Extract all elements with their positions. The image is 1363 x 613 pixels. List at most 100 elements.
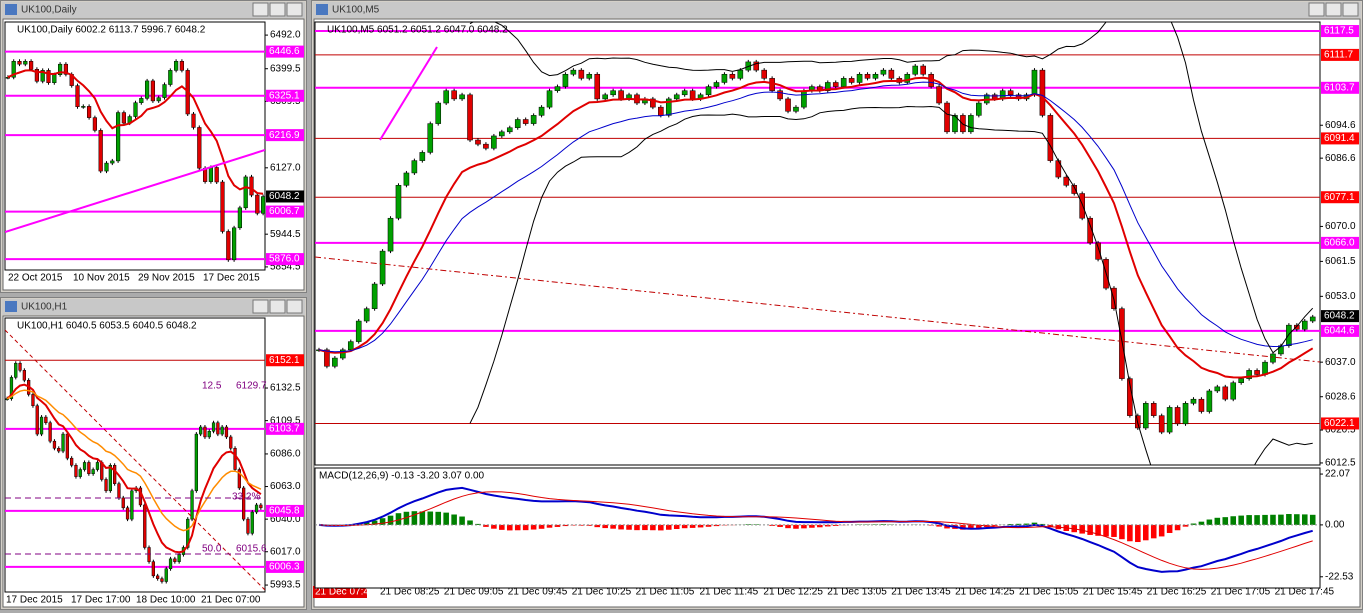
macd-histogram-bar — [1174, 524, 1181, 531]
macd-histogram-bar — [705, 524, 712, 527]
candle — [147, 547, 151, 562]
candle — [254, 504, 259, 513]
macd-histogram-bar — [1294, 514, 1300, 525]
candle — [610, 90, 616, 96]
candle — [1071, 185, 1078, 194]
candle — [1095, 242, 1101, 260]
chart-info: UK100,H1 6040.5 6053.5 6040.5 6048.2 — [17, 321, 197, 332]
candle — [840, 78, 847, 87]
macd-histogram-bar — [1095, 524, 1101, 536]
candle — [1174, 407, 1181, 425]
candle — [1182, 403, 1189, 425]
current-price-tag — [266, 190, 304, 203]
candle — [150, 80, 156, 102]
candle — [618, 90, 624, 100]
macd-histogram-bar — [1270, 514, 1276, 525]
y-tick-label: 6063.0 — [270, 481, 301, 492]
window-max-button[interactable] — [1325, 2, 1342, 17]
macd-histogram-bar — [514, 524, 521, 531]
candle — [173, 558, 177, 562]
price-level-label: 6111.7 — [1324, 50, 1354, 61]
candle — [243, 176, 248, 209]
window-max-button[interactable] — [269, 299, 286, 314]
y-tick-label: 6012.5 — [1325, 458, 1356, 469]
window-close-button[interactable] — [286, 2, 303, 17]
macd-histogram-bar — [530, 524, 537, 530]
window-icon — [5, 4, 17, 15]
candle — [522, 119, 529, 124]
current-price-label: 6048.2 — [269, 191, 300, 202]
moving-average-slow — [6, 389, 262, 532]
macd-histogram-bar — [626, 524, 632, 530]
fib-label: 50.0 — [202, 544, 222, 555]
macd-y-tick-label: -22.53 — [1325, 571, 1354, 582]
candle — [117, 483, 121, 499]
macd-histogram-bar — [570, 524, 577, 526]
window-icon — [5, 301, 17, 312]
macd-histogram-bar — [554, 524, 561, 527]
candle — [1158, 415, 1165, 433]
x-tick-label: 10 Nov 2015 — [73, 273, 130, 284]
plot — [315, 22, 1320, 465]
candle — [156, 97, 161, 102]
window-min-button[interactable] — [252, 299, 269, 314]
candle — [237, 207, 243, 229]
price-level-label: 6216.9 — [269, 130, 300, 141]
window-min-button[interactable] — [252, 2, 269, 17]
plot-frame — [4, 317, 266, 593]
price-level-label: 6117.5 — [1324, 26, 1354, 37]
macd-histogram-bar — [586, 524, 593, 526]
candle — [162, 84, 167, 98]
candle — [144, 80, 150, 99]
current-price-tag — [1321, 310, 1359, 323]
macd-histogram-bar — [1015, 523, 1022, 525]
candle — [164, 568, 168, 582]
candle — [197, 127, 202, 169]
candle — [1079, 193, 1085, 219]
macd-histogram-bar — [960, 524, 966, 530]
window-max-button[interactable] — [269, 2, 286, 17]
candle — [5, 398, 9, 400]
macd-histogram-bar — [777, 524, 783, 527]
macd-info: MACD(12,26,9) -0.13 -3.20 3.07 0.00 — [319, 471, 485, 482]
macd-histogram-bar — [1087, 524, 1093, 535]
candle — [920, 65, 926, 75]
y-tick-label: 6020.5 — [1325, 425, 1356, 436]
macd-histogram-bar — [1246, 515, 1252, 525]
candle — [578, 69, 585, 79]
window-min-button[interactable] — [1308, 2, 1325, 17]
window-close-button[interactable] — [1342, 2, 1359, 17]
candle — [538, 106, 545, 116]
x-tick-label: 17 Dec 17:00 — [71, 595, 131, 606]
macd-histogram-bar — [991, 524, 998, 526]
candle — [1230, 382, 1237, 400]
y-tick-label: 6094.6 — [1325, 120, 1356, 131]
candle — [363, 308, 370, 322]
candle — [514, 119, 521, 128]
candle — [1166, 407, 1173, 433]
price-level-tag — [1321, 48, 1359, 61]
candle — [168, 558, 173, 570]
chart-area — [2, 18, 305, 291]
macd-histogram-bar — [642, 524, 648, 531]
macd-histogram-bar — [427, 511, 434, 525]
candle — [371, 283, 378, 309]
candle — [48, 422, 52, 442]
candle — [586, 73, 593, 79]
fib-label: 12.5 — [202, 381, 222, 392]
macd-histogram-bar — [618, 524, 624, 530]
x-tick-label: 21 Dec 13:05 — [827, 587, 887, 598]
candle — [194, 433, 198, 492]
signal-line — [318, 491, 1313, 570]
candle — [1007, 90, 1014, 96]
candle — [233, 448, 237, 470]
candle — [70, 457, 74, 466]
window-close-button[interactable] — [286, 299, 303, 314]
macd-histogram-bar — [499, 524, 505, 530]
candle — [17, 61, 22, 65]
macd-histogram-bar — [801, 524, 807, 529]
candle — [44, 416, 48, 424]
window-title: UK100,H1 — [21, 302, 68, 313]
candle — [681, 90, 688, 96]
trend-line — [379, 46, 438, 141]
